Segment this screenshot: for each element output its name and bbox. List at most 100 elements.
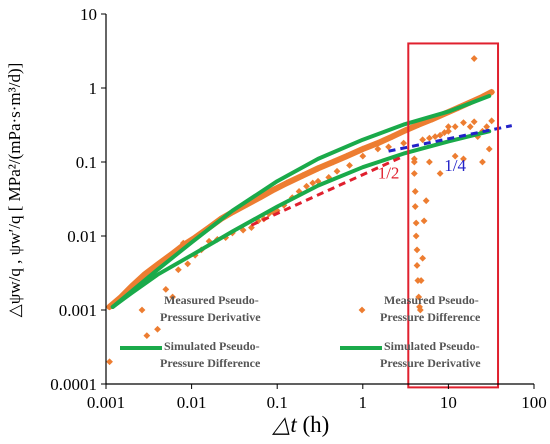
data-point — [413, 246, 421, 254]
data-point — [162, 285, 170, 293]
data-point — [416, 306, 424, 314]
legend-label: Pressure Difference — [160, 356, 261, 370]
data-point — [179, 239, 187, 247]
data-point — [445, 127, 452, 135]
data-point — [426, 134, 433, 142]
legend: Measured Pseudo-Pressure Derivative Measu… — [120, 293, 481, 370]
data-point — [359, 152, 367, 160]
data-point — [239, 226, 247, 234]
data-point — [411, 203, 419, 210]
slope-label: 1/2 — [378, 163, 400, 182]
series-3 — [110, 129, 492, 309]
plot-content — [106, 55, 513, 366]
data-point — [436, 131, 444, 139]
data-point — [441, 129, 448, 136]
data-point — [451, 123, 459, 131]
data-point — [410, 170, 418, 177]
data-point — [269, 186, 277, 194]
y-tick-label: 0.001 — [59, 301, 97, 320]
y-tick-label: 0.0001 — [50, 375, 97, 394]
data-point — [415, 293, 423, 301]
data-point — [329, 158, 337, 166]
data-point — [374, 139, 382, 147]
data-point — [460, 155, 467, 163]
data-point — [410, 158, 418, 166]
data-point — [422, 197, 430, 205]
legend-label: Pressure Derivative — [160, 310, 261, 324]
y-tick-label: 0.1 — [76, 153, 97, 172]
data-point — [412, 232, 420, 240]
data-point — [488, 117, 496, 125]
data-point — [483, 123, 491, 131]
data-point — [417, 277, 425, 284]
data-point — [419, 254, 427, 262]
data-point — [154, 325, 161, 333]
data-point — [184, 260, 192, 268]
data-point — [436, 170, 444, 177]
data-point — [314, 164, 322, 172]
data-point — [400, 139, 408, 147]
data-point — [428, 115, 436, 123]
data-point — [143, 332, 151, 340]
data-point — [303, 182, 310, 190]
slope-line — [388, 124, 513, 153]
data-point — [451, 152, 459, 160]
data-point — [106, 303, 113, 311]
series-line — [110, 94, 492, 309]
data-point — [411, 188, 419, 195]
data-point — [460, 119, 467, 127]
data-point — [420, 217, 428, 225]
data-point — [154, 261, 161, 269]
data-point — [205, 237, 213, 245]
x-axis-unit: (h) — [297, 412, 330, 437]
slope-line — [250, 154, 405, 227]
plot-area: 1/2 1/4 — [106, 42, 513, 389]
data-point — [445, 123, 452, 131]
x-axis-symbol: △t — [272, 412, 298, 437]
data-point — [385, 143, 392, 151]
data-point — [415, 121, 423, 129]
legend-entry: Measured Pseudo- Pressure Difference — [358, 293, 481, 324]
data-point — [431, 133, 439, 141]
data-point — [257, 193, 265, 201]
data-point — [244, 200, 251, 208]
slope-label: 1/4 — [444, 156, 466, 175]
data-point — [140, 271, 148, 279]
data-point — [106, 358, 113, 366]
data-point — [295, 188, 303, 195]
data-point — [309, 179, 317, 187]
x-tick-label: 100 — [521, 393, 547, 412]
data-point — [343, 152, 351, 160]
legend-entry: Measured Pseudo- Pressure Derivative — [138, 293, 261, 324]
series-line — [110, 129, 492, 309]
legend-label: Simulated Pseudo- — [384, 339, 480, 353]
legend-swatch — [138, 306, 146, 314]
highlight-box — [407, 42, 500, 389]
data-point — [346, 161, 353, 169]
data-point — [485, 145, 493, 153]
data-point — [466, 123, 474, 131]
series-trend — [106, 89, 495, 310]
data-point — [470, 55, 478, 62]
data-point — [169, 293, 177, 301]
data-point — [325, 173, 333, 181]
data-point — [388, 133, 396, 141]
legend-label: Pressure Derivative — [380, 356, 481, 370]
series-0 — [106, 88, 496, 311]
legend-entry: Simulated Pseudo- Pressure Difference — [120, 339, 261, 370]
data-point — [426, 158, 433, 166]
y-tick-label: 10 — [80, 5, 97, 24]
data-point — [479, 158, 486, 166]
data-point — [174, 266, 182, 274]
legend-label: Pressure Difference — [380, 310, 481, 324]
x-tick-label: 0.001 — [87, 393, 125, 412]
data-point — [419, 136, 427, 144]
x-tick-label: 0.01 — [177, 393, 207, 412]
x-tick-label: 10 — [440, 393, 457, 412]
data-point — [470, 118, 478, 126]
data-point — [333, 167, 341, 175]
data-point — [402, 126, 410, 134]
data-point — [488, 88, 496, 96]
